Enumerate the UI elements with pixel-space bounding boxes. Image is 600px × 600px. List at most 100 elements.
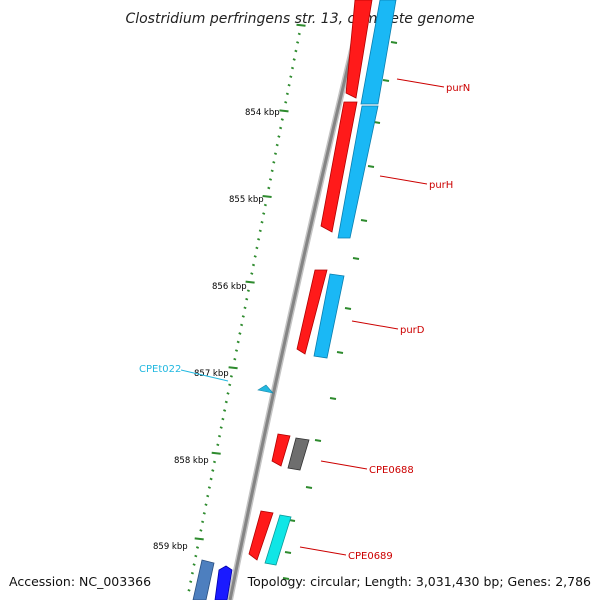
outer-tick xyxy=(282,577,290,580)
minor-tick xyxy=(253,255,257,258)
minor-tick xyxy=(250,272,254,275)
label-CPEt022[interactable]: CPEt022 xyxy=(139,364,181,375)
leader-CPE0689 xyxy=(299,546,347,556)
outer-tick xyxy=(352,257,360,260)
minor-tick xyxy=(268,178,273,181)
minor-tick xyxy=(243,306,247,310)
gene-labels: purN purH purD CPE0688 CPE0689 CPEt022 xyxy=(139,83,470,562)
minor-tick xyxy=(241,315,245,318)
gene-purD[interactable] xyxy=(296,269,328,355)
genome-backbone xyxy=(227,0,367,600)
gene-CPE0688-red[interactable] xyxy=(271,433,291,467)
minor-tick xyxy=(189,580,193,584)
minor-tick xyxy=(209,477,213,481)
minor-tick xyxy=(277,135,281,138)
minor-tick xyxy=(296,41,300,44)
minor-tick xyxy=(223,409,227,412)
minor-tick xyxy=(280,118,284,121)
minor-tick xyxy=(221,417,225,421)
gene-bottom-blue[interactable] xyxy=(214,565,233,600)
kbp-labels: 854 kbp 855 kbp 856 kbp 857 kbp 858 kbp … xyxy=(153,108,280,552)
gene-CPE0689-red[interactable] xyxy=(248,510,274,561)
label-CPE0689[interactable]: CPE0689 xyxy=(348,551,393,562)
label-CPE0688[interactable]: CPE0688 xyxy=(369,465,414,476)
minor-tick xyxy=(236,340,240,344)
minor-tick xyxy=(206,494,210,498)
minor-tick xyxy=(204,503,208,507)
minor-tick xyxy=(272,160,276,164)
label-purH[interactable]: purH xyxy=(429,180,453,191)
kbp-label-859: 859 kbp xyxy=(153,542,188,552)
leader-CPE0688 xyxy=(320,460,368,470)
trna-CPEt022-marker[interactable] xyxy=(257,384,274,394)
minor-tick xyxy=(285,92,289,96)
minor-tick xyxy=(294,49,298,53)
major-tick xyxy=(245,280,255,284)
minor-tick xyxy=(290,66,295,70)
major-tick xyxy=(211,451,221,455)
minor-tick xyxy=(212,460,217,464)
genome-summary-text: Topology: circular; Length: 3,031,430 bp… xyxy=(247,574,591,589)
minor-tick xyxy=(292,58,296,61)
label-leaders xyxy=(180,78,445,556)
gene-red-top[interactable] xyxy=(345,0,373,99)
minor-tick xyxy=(228,383,232,387)
kbp-label-855: 855 kbp xyxy=(229,195,264,205)
minor-tick xyxy=(192,563,196,566)
minor-tick xyxy=(255,246,259,250)
minor-tick xyxy=(201,520,205,524)
minor-tick xyxy=(263,203,267,207)
minor-tick xyxy=(257,237,261,241)
minor-tick xyxy=(229,374,233,378)
forward-strand-genes xyxy=(214,0,373,600)
gene-skyblue-purD[interactable] xyxy=(313,273,345,359)
minor-tick xyxy=(207,486,211,489)
minor-tick xyxy=(267,186,271,190)
outer-tick xyxy=(344,307,352,310)
minor-tick xyxy=(226,392,230,395)
minor-tick xyxy=(270,169,274,173)
minor-tick xyxy=(233,357,237,361)
minor-tick xyxy=(224,400,228,404)
gene-purN[interactable] xyxy=(360,0,397,105)
minor-tick xyxy=(246,289,250,293)
accession-text: Accession: NC_003366 xyxy=(9,574,151,589)
minor-tick xyxy=(284,100,288,104)
major-tick xyxy=(262,195,272,198)
minor-tick xyxy=(219,426,223,429)
gene-skyblue-purH[interactable] xyxy=(337,105,379,239)
gene-bottom-steel[interactable] xyxy=(192,559,215,600)
minor-tick xyxy=(287,83,291,87)
label-purN[interactable]: purN xyxy=(446,83,470,94)
minor-tick xyxy=(258,229,262,233)
gene-CPE0688-gray[interactable] xyxy=(287,437,310,471)
kbp-label-857: 857 kbp xyxy=(194,369,229,379)
minor-tick xyxy=(211,469,215,472)
outer-tick xyxy=(314,439,322,442)
outer-tick xyxy=(329,397,337,400)
leader-purD xyxy=(351,320,399,330)
minor-tick xyxy=(216,443,220,447)
reverse-strand-genes xyxy=(192,0,397,600)
leader-purN xyxy=(396,78,445,88)
outer-tick xyxy=(382,79,390,82)
gene-CPE0689-cyan[interactable] xyxy=(264,514,292,566)
kbp-scale xyxy=(187,23,398,592)
backbone-line xyxy=(228,0,366,600)
kbp-label-856: 856 kbp xyxy=(212,282,247,292)
minor-tick xyxy=(251,263,256,267)
minor-tick xyxy=(187,588,191,592)
kbp-label-854: 854 kbp xyxy=(245,108,280,118)
outer-tick xyxy=(367,165,375,168)
outer-tick xyxy=(305,486,313,489)
minor-tick xyxy=(194,554,198,558)
outer-tick xyxy=(284,551,292,554)
minor-tick xyxy=(234,349,239,352)
minor-tick xyxy=(260,220,264,224)
minor-tick xyxy=(273,152,278,156)
major-tick xyxy=(279,109,289,113)
label-purD[interactable]: purD xyxy=(400,325,425,336)
minor-tick xyxy=(217,434,222,438)
gene-purH[interactable] xyxy=(320,101,358,233)
